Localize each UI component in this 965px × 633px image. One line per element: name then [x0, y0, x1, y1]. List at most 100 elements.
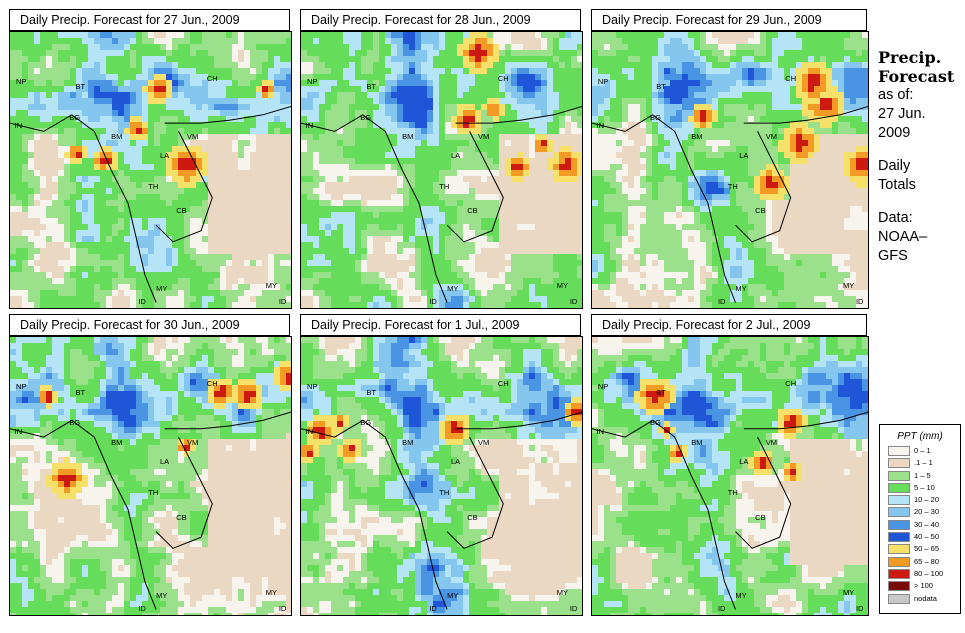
- country-label: IN: [14, 426, 23, 436]
- sidebar-title-line2: Forecast: [878, 67, 955, 86]
- legend-label: 40 – 50: [914, 532, 940, 542]
- country-label: NP: [307, 76, 318, 86]
- legend-swatch: [888, 544, 910, 555]
- country-label: LA: [450, 457, 461, 467]
- legend-item: 30 – 40: [880, 519, 960, 531]
- country-label: LA: [739, 457, 749, 467]
- panel-title: Daily Precip. Forecast for 30 Jun., 2009: [9, 314, 290, 336]
- precip-map: NP BT BG IN CH BM VM LA TH CB MY ID MY ID: [300, 31, 583, 309]
- precip-field: [301, 32, 582, 308]
- country-label: BM: [691, 131, 703, 141]
- country-label: MY: [843, 280, 855, 290]
- precip-field: [10, 32, 291, 308]
- legend-swatch: [888, 446, 910, 456]
- legend-label: 30 – 40: [914, 519, 940, 529]
- country-label: TH: [148, 487, 159, 497]
- country-label: CB: [176, 206, 187, 216]
- country-label: BT: [656, 82, 666, 92]
- country-label: LA: [450, 151, 461, 161]
- precip-field: [592, 32, 868, 308]
- legend-title: PPT (mm): [897, 431, 943, 442]
- coastline: [301, 419, 448, 610]
- border: [735, 436, 792, 549]
- coastline: [455, 106, 582, 124]
- country-label: MY: [843, 587, 855, 597]
- sidebar-date-line1: 27 Jun.: [878, 106, 926, 122]
- precip-map: NP BT BG IN CH BM VM LA TH CB MY ID MY ID: [300, 336, 583, 616]
- country-label: IN: [596, 120, 605, 130]
- legend-swatch: [888, 593, 910, 604]
- country-label: BT: [366, 387, 377, 397]
- country-label: VM: [478, 131, 490, 141]
- precip-field: [592, 337, 868, 615]
- country-label: TH: [148, 181, 159, 191]
- country-label: TH: [439, 487, 450, 497]
- legend-swatch: [888, 482, 910, 493]
- legend-label: 50 – 65: [914, 544, 940, 554]
- legend-item: 20 – 30: [880, 506, 960, 518]
- precip-map: NP BT BG IN CH BM VM LA TH CB MY ID MY ID: [591, 336, 869, 616]
- country-label: CH: [206, 379, 218, 389]
- legend-swatch: [888, 458, 910, 469]
- panel-title: Daily Precip. Forecast for 1 Jul., 2009: [300, 314, 581, 336]
- legend-label: 80 – 100: [914, 568, 944, 578]
- country-label: BM: [111, 437, 123, 447]
- coastline: [743, 106, 868, 124]
- panel-title: Daily Precip. Forecast for 28 Jun., 2009: [300, 9, 581, 31]
- coastline: [10, 419, 157, 610]
- legend-item: > 100: [880, 580, 960, 592]
- country-label: BG: [650, 112, 661, 122]
- country-label: BG: [69, 418, 81, 428]
- country-label: ID: [429, 604, 437, 614]
- country-label: CB: [755, 206, 766, 216]
- legend-swatch: [888, 519, 910, 530]
- country-label: BM: [402, 131, 414, 141]
- border: [446, 436, 504, 549]
- legend-item: 1 – 5: [880, 470, 960, 482]
- country-label: BM: [402, 437, 414, 447]
- country-label: MY: [556, 280, 568, 290]
- country-label: BG: [360, 112, 372, 122]
- country-label: CH: [497, 379, 509, 389]
- legend-swatch: [888, 507, 910, 518]
- country-label: IN: [14, 120, 23, 130]
- country-label: TH: [727, 181, 738, 191]
- country-label: MY: [156, 590, 168, 600]
- precip-map: NP BT BG IN CH BM VM LA TH CB MY ID MY ID: [9, 336, 292, 616]
- ppt-legend: PPT (mm) 0 – 1 .1 – 1 1 – 5 5 – 10 10 – 20 20…: [879, 424, 961, 614]
- country-label: BT: [75, 387, 86, 397]
- precip-field: [10, 337, 291, 615]
- legend-label: nodata: [914, 593, 937, 603]
- coastline: [164, 411, 291, 430]
- sidebar-period-line1: Daily: [878, 158, 911, 174]
- country-label: VM: [765, 131, 778, 141]
- country-label: MY: [447, 283, 459, 293]
- country-label: CB: [755, 512, 766, 522]
- country-label: ID: [855, 604, 864, 614]
- legend-label: 0 – 1: [914, 446, 931, 455]
- coastline: [592, 114, 736, 303]
- country-label: ID: [717, 297, 726, 307]
- country-label: CH: [206, 73, 218, 83]
- country-label: MY: [265, 280, 277, 290]
- country-label: ID: [569, 604, 578, 614]
- legend-label: > 100: [914, 581, 933, 591]
- coastline: [10, 114, 157, 303]
- sidebar-period-line2: Totals: [878, 177, 916, 193]
- sidebar-data-line1: Data:: [878, 210, 913, 226]
- legend-label: 1 – 5: [914, 470, 931, 480]
- country-label: CB: [467, 512, 478, 522]
- country-label: MY: [447, 590, 459, 600]
- country-label: IN: [305, 426, 314, 436]
- country-label: BG: [69, 112, 81, 122]
- border: [735, 131, 792, 243]
- legend-item: 10 – 20: [880, 494, 960, 506]
- sidebar-date-line2: 2009: [878, 125, 911, 141]
- country-label: MY: [735, 283, 747, 293]
- legend-swatch: [888, 581, 910, 592]
- panel-title: Daily Precip. Forecast for 27 Jun., 2009: [9, 9, 290, 31]
- border: [446, 131, 504, 243]
- country-label: MY: [265, 587, 277, 597]
- sidebar-data-line2: NOAA–: [878, 229, 928, 245]
- country-label: CB: [176, 512, 187, 522]
